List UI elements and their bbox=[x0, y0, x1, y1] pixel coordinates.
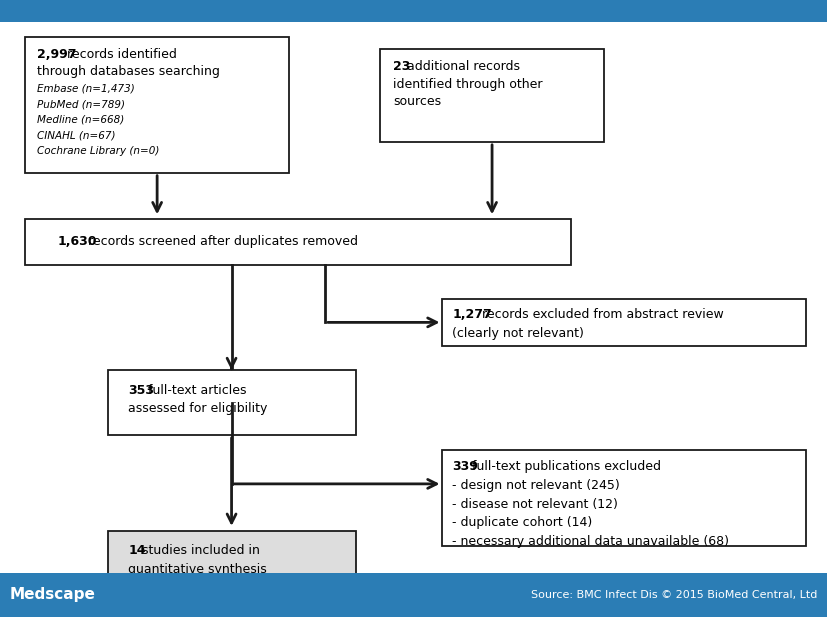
Bar bbox=[380, 49, 604, 142]
Text: Embase (n=1,473): Embase (n=1,473) bbox=[37, 84, 135, 94]
Text: additional records: additional records bbox=[403, 60, 520, 73]
Text: through databases searching: through databases searching bbox=[37, 65, 220, 78]
Text: sources: sources bbox=[393, 95, 441, 108]
Text: assessed for eligibility: assessed for eligibility bbox=[128, 402, 268, 415]
Text: (clearly not relevant): (clearly not relevant) bbox=[452, 327, 584, 340]
Bar bbox=[108, 531, 356, 595]
Bar bbox=[0, 0, 827, 22]
Text: identified through other: identified through other bbox=[393, 78, 543, 91]
Text: full-text publications excluded: full-text publications excluded bbox=[468, 460, 661, 473]
Text: 353: 353 bbox=[128, 384, 154, 397]
Text: Medline (n=668): Medline (n=668) bbox=[37, 115, 125, 125]
Text: - disease not relevant (12): - disease not relevant (12) bbox=[452, 498, 619, 511]
Text: records excluded from abstract review: records excluded from abstract review bbox=[478, 308, 724, 321]
Text: quantitative synthesis: quantitative synthesis bbox=[128, 563, 267, 576]
Bar bbox=[25, 219, 571, 265]
Text: 1,277: 1,277 bbox=[452, 308, 492, 321]
Text: 339: 339 bbox=[452, 460, 478, 473]
Text: 14: 14 bbox=[128, 544, 146, 557]
Text: 2,997: 2,997 bbox=[37, 48, 77, 61]
Bar bbox=[442, 299, 806, 346]
Text: records identified: records identified bbox=[63, 48, 177, 61]
Text: 1,630: 1,630 bbox=[58, 235, 98, 248]
Text: CINAHL (n=67): CINAHL (n=67) bbox=[37, 130, 116, 140]
Text: full-text articles: full-text articles bbox=[144, 384, 246, 397]
Text: PubMed (n=789): PubMed (n=789) bbox=[37, 99, 125, 109]
Text: Medscape: Medscape bbox=[10, 587, 96, 602]
Bar bbox=[0, 573, 827, 617]
Text: Source: BMC Infect Dis © 2015 BioMed Central, Ltd: Source: BMC Infect Dis © 2015 BioMed Cen… bbox=[531, 590, 817, 600]
Bar bbox=[25, 37, 289, 173]
Text: 23: 23 bbox=[393, 60, 410, 73]
Bar bbox=[442, 450, 806, 546]
Text: studies included in: studies included in bbox=[138, 544, 261, 557]
Text: - design not relevant (245): - design not relevant (245) bbox=[452, 479, 620, 492]
Bar bbox=[108, 370, 356, 435]
Text: - duplicate cohort (14): - duplicate cohort (14) bbox=[452, 516, 593, 529]
Text: Cochrane Library (n=0): Cochrane Library (n=0) bbox=[37, 146, 160, 155]
Text: - necessary additional data unavailable (68): - necessary additional data unavailable … bbox=[452, 535, 729, 548]
Text: records screened after duplicates removed: records screened after duplicates remove… bbox=[84, 235, 357, 248]
